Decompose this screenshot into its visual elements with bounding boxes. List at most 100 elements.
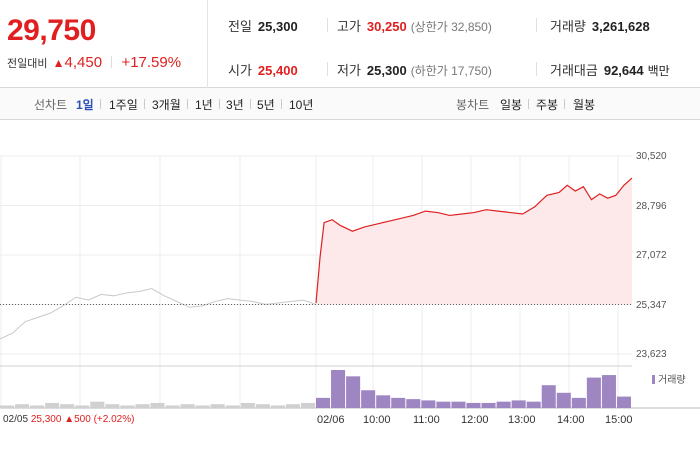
today-volume-bar (466, 402, 481, 408)
amount-label: 거래대금 (550, 63, 598, 78)
chart-period-tabs: 선차트 1일 1주일 3개월 1년 3년 5년 10년 봉차트 일봉 주봉 월봉 (0, 88, 700, 120)
prev-day-volume-bar (225, 405, 240, 408)
current-price-box: 29,750 전일대비 ▲4,450 +17.59% (0, 0, 208, 88)
low-stat: 저가 25,300 (하한가 17,750) (337, 60, 492, 79)
prev-day-volume-bar (15, 404, 30, 408)
divider (564, 99, 565, 109)
today-volume-bar (361, 390, 376, 408)
divider (100, 99, 101, 109)
current-price: 29,750 (7, 14, 96, 47)
today-volume-bar (451, 401, 466, 408)
today-price-line (315, 177, 633, 304)
x-tick-label: 12:00 (461, 414, 489, 426)
change-percent: +17.59% (121, 54, 182, 71)
chart-area: 30,520 28,796 27,072 25,347 23,623 거래량 0… (0, 120, 700, 450)
today-volume-bar (376, 395, 391, 408)
divider (528, 99, 529, 109)
today-volume-bar (406, 399, 421, 408)
upper-limit: (상한가 32,850) (410, 20, 492, 34)
x-tick-label: 10:00 (363, 414, 391, 426)
divider (327, 62, 328, 76)
low-label: 저가 (337, 63, 361, 78)
prev-close-label: 전일 (228, 19, 252, 34)
volume-legend: 거래량 (652, 371, 686, 386)
volume-label: 거래량 (550, 19, 586, 34)
tab-1y[interactable]: 1년 (195, 98, 213, 112)
volume-swatch (652, 375, 655, 384)
change-row: 전일대비 ▲4,450 +17.59% (7, 54, 181, 71)
up-arrow-icon: ▲ (64, 414, 75, 425)
prev-day-volume-bar (180, 404, 195, 408)
divider (187, 99, 188, 109)
divider (144, 99, 145, 109)
today-volume-bar (391, 397, 406, 408)
candle-chart-header: 봉차트 (456, 98, 490, 112)
prev-day-volume-bar (195, 405, 210, 408)
today-volume-bar (421, 400, 436, 408)
prev-day-volume-bar (0, 405, 15, 408)
amount-unit: 백만 (647, 64, 670, 78)
prev-day-price-line (0, 288, 317, 340)
prev-day-volume-bar (60, 404, 75, 408)
today-volume-bar (511, 400, 526, 408)
high-value: 30,250 (366, 19, 407, 34)
x-tick-label: 11:00 (413, 414, 440, 426)
divider (281, 99, 282, 109)
prev-day-volume-bar (105, 404, 120, 408)
open-value: 25,400 (257, 63, 298, 78)
today-volume-bar (616, 396, 631, 408)
tab-monthly-candle[interactable]: 월봉 (573, 98, 596, 112)
prev-day-change: 500 (74, 414, 91, 425)
high-label: 고가 (337, 19, 361, 34)
today-volume-bar (496, 401, 511, 408)
today-volume-bar (541, 385, 556, 408)
y-tick-label: 30,520 (636, 151, 667, 162)
prev-day-volume-bar (210, 404, 225, 408)
today-volume-bar (586, 377, 601, 408)
price-chart[interactable] (0, 120, 700, 450)
high-stat: 고가 30,250 (상한가 32,850) (337, 16, 492, 35)
tab-3m[interactable]: 3개월 (152, 98, 181, 112)
lower-limit: (하한가 17,750) (410, 64, 492, 78)
volume-stat: 거래량 3,261,628 (550, 16, 650, 35)
amount-value: 92,644 (603, 63, 644, 78)
prev-day-volume-bar (45, 402, 60, 408)
prev-day-date: 02/05 (3, 414, 29, 425)
divider (536, 18, 537, 32)
y-tick-label: 23,623 (636, 349, 667, 360)
tab-10y[interactable]: 10년 (289, 98, 314, 112)
y-tick-label: 27,072 (636, 250, 667, 261)
prev-close-stat: 전일 25,300 (228, 16, 298, 35)
tab-3y[interactable]: 3년 (226, 98, 244, 112)
low-value: 25,300 (366, 63, 407, 78)
tab-5y[interactable]: 5년 (257, 98, 275, 112)
x-tick-label: 13:00 (508, 414, 536, 426)
divider (219, 99, 220, 109)
amount-stat: 거래대금 92,644 백만 (550, 60, 670, 79)
divider (111, 56, 113, 68)
prev-day-volume-bar (150, 402, 165, 408)
open-stat: 시가 25,400 (228, 60, 298, 79)
tab-daily-candle[interactable]: 일봉 (500, 98, 523, 112)
prev-day-volume-bar (165, 405, 180, 408)
prev-day-volume-bar (75, 405, 90, 408)
volume-value: 3,261,628 (591, 19, 650, 34)
divider (250, 99, 251, 109)
change-label: 전일대비 (7, 58, 48, 70)
tab-weekly-candle[interactable]: 주봉 (536, 98, 559, 112)
change-value: 4,450 (64, 54, 103, 71)
prev-day-volume-bar (90, 401, 105, 408)
prev-day-volume-bar (285, 404, 300, 408)
price-summary: 29,750 전일대비 ▲4,450 +17.59% 전일 25,300 고가 30… (0, 0, 700, 88)
tab-1d[interactable]: 1일 (76, 98, 94, 112)
prev-day-volume-bar (135, 404, 150, 408)
divider (536, 62, 537, 76)
today-volume-bar (331, 370, 346, 408)
prev-day-volume-bar (255, 404, 270, 408)
today-volume-bar (481, 402, 496, 408)
open-label: 시가 (228, 63, 252, 78)
tab-1w[interactable]: 1주일 (109, 98, 138, 112)
today-volume-bar (436, 401, 451, 408)
today-volume-bar (556, 392, 571, 408)
prev-day-volume-bar (240, 402, 255, 408)
